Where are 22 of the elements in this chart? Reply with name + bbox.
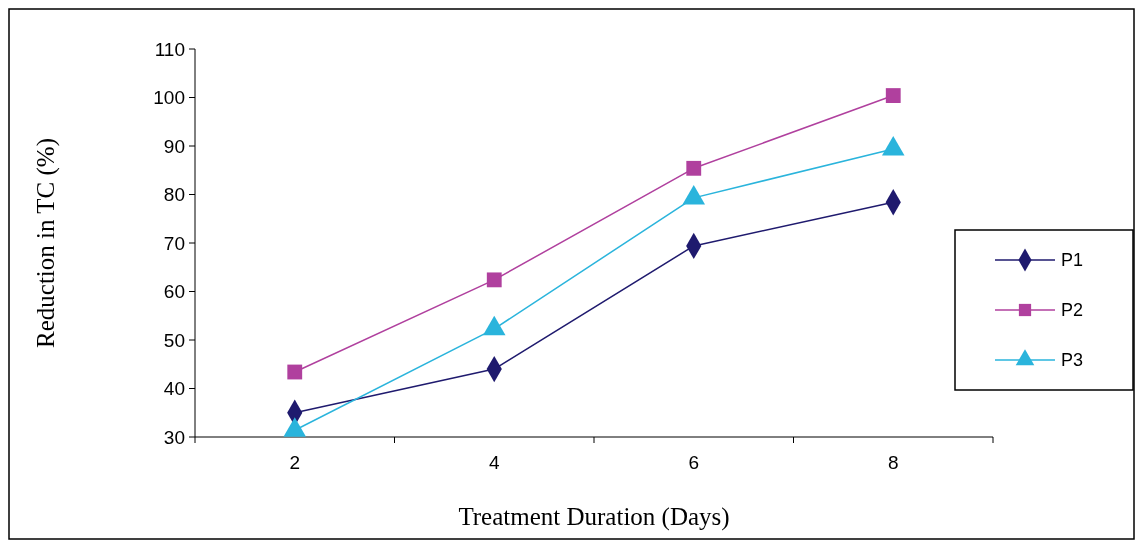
y-tick-label: 90: [163, 135, 185, 157]
y-tick-label: 30: [163, 426, 185, 448]
y-axis-title: Reduction in TC (%): [32, 138, 60, 348]
point: [287, 364, 303, 380]
y-tick-label: 110: [154, 38, 185, 60]
y-tick-label: 50: [163, 329, 185, 351]
x-axis-title: Treatment Duration (Days): [458, 503, 730, 531]
y-tick-label: 40: [163, 378, 185, 400]
legend-label: P3: [1061, 350, 1084, 371]
x-tick-label: 8: [887, 452, 899, 473]
point: [686, 160, 702, 176]
y-tick-label: 70: [163, 232, 185, 254]
x-tick-label: 4: [488, 452, 500, 473]
point: [885, 88, 901, 103]
legend-label: P1: [1061, 250, 1084, 271]
x-tick-label: 6: [688, 452, 700, 473]
y-tick-label: 80: [163, 184, 185, 206]
legend-label: P2: [1061, 300, 1084, 321]
point: [486, 272, 502, 288]
y-tick-label: 100: [153, 87, 185, 109]
y-tick-label: 60: [163, 281, 185, 303]
x-tick-label: 2: [289, 452, 301, 473]
